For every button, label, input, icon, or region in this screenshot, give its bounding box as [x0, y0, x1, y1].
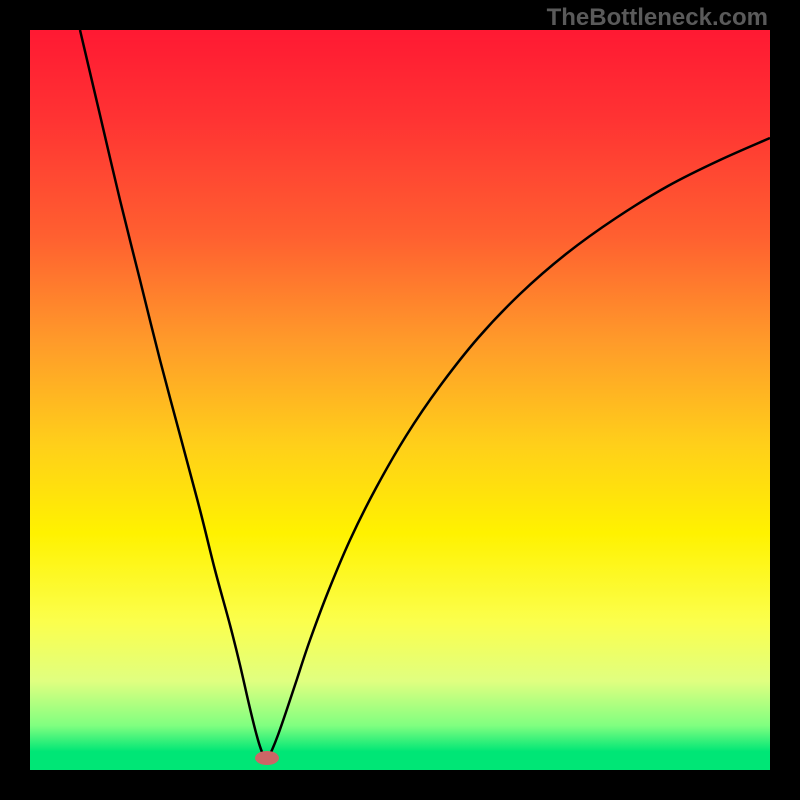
chart-container: TheBottleneck.com [0, 0, 800, 800]
minimum-marker [255, 751, 279, 765]
curve-left-branch [80, 30, 265, 758]
curve-right-branch [268, 138, 770, 758]
curve-layer [0, 0, 800, 800]
watermark-text: TheBottleneck.com [547, 4, 768, 32]
